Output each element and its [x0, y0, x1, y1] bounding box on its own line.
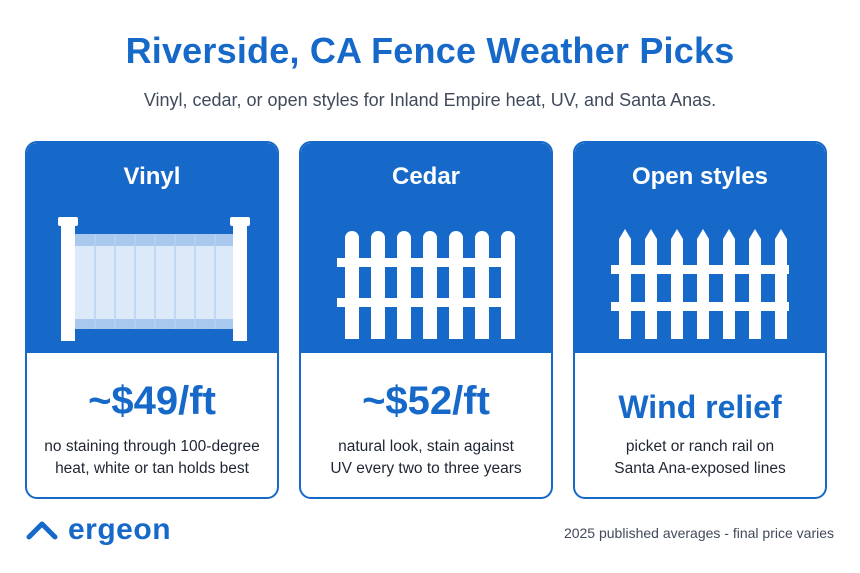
- picket-fence-icon: [337, 231, 515, 339]
- desc-line: no staining through 100-degree: [44, 438, 260, 455]
- card-open-styles: Open styles Wind relief picket or ranch …: [573, 141, 827, 499]
- footnote: 2025 published averages - final price va…: [563, 525, 834, 541]
- card-header: Cedar: [301, 143, 551, 353]
- desc-line: heat, white or tan holds best: [55, 460, 249, 477]
- card-header: Vinyl: [27, 143, 277, 353]
- card-header: Open styles: [575, 143, 825, 353]
- logo-wordmark: ergeon: [68, 513, 172, 546]
- card-vinyl: Vinyl ~$49/ft no staining through 100-: [25, 141, 279, 499]
- page-subtitle: Vinyl, cedar, or open styles for Inland …: [143, 90, 717, 110]
- benefit-value: Wind relief: [618, 389, 782, 425]
- card-description: no staining through 100-degree heat, whi…: [37, 436, 267, 480]
- ergeon-logo: ergeon: [26, 510, 171, 550]
- desc-line: Santa Ana-exposed lines: [614, 460, 786, 477]
- desc-line: natural look, stain against: [338, 438, 514, 455]
- price-value: ~$49/ft: [88, 379, 216, 423]
- roof-chevron-icon: [26, 521, 58, 540]
- desc-line: picket or ranch rail on: [625, 438, 775, 455]
- card-title: Vinyl: [123, 163, 181, 190]
- card-description: natural look, stain against UV every two…: [311, 436, 541, 480]
- desc-line: UV every two to three years: [330, 460, 522, 477]
- page-title: Riverside, CA Fence Weather Picks: [125, 30, 735, 71]
- card-description: picket or ranch rail on Santa Ana-expose…: [585, 436, 815, 480]
- price-value: ~$52/ft: [362, 379, 490, 423]
- card-title: Cedar: [391, 163, 461, 190]
- pointed-picket-fence-icon: [611, 229, 789, 339]
- card-title: Open styles: [631, 163, 769, 190]
- card-cedar: Cedar ~$52/ft natura: [299, 141, 553, 499]
- vinyl-fence-icon: [58, 217, 250, 341]
